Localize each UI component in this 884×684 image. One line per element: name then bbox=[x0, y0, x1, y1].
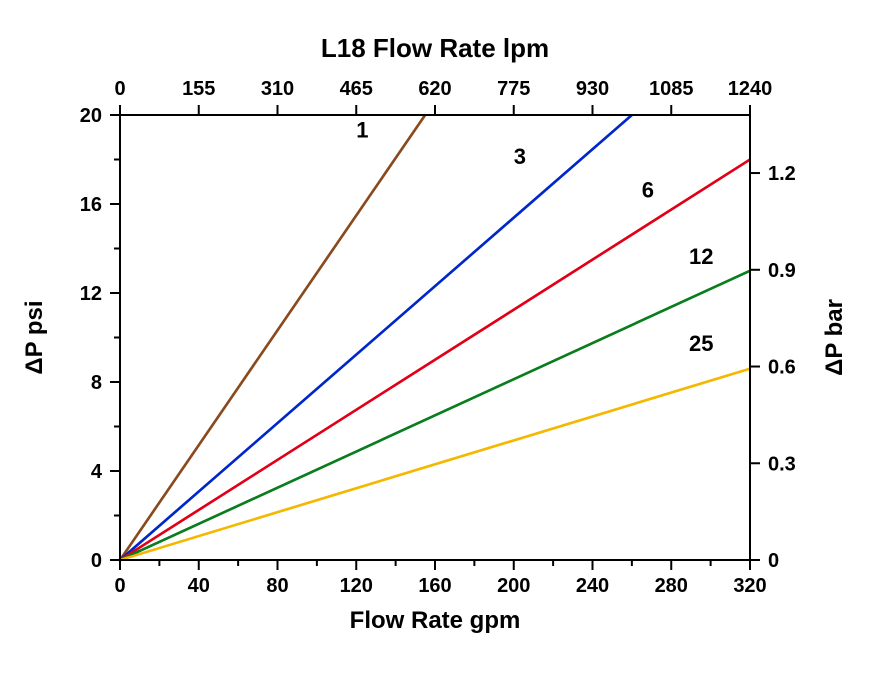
y-right-tick-label: 0.3 bbox=[768, 453, 796, 475]
x-top-tick-label: 310 bbox=[261, 78, 294, 100]
y-right-tick-label: 0.9 bbox=[768, 260, 796, 282]
x-bottom-tick-label: 160 bbox=[418, 575, 451, 597]
y-left-tick-label: 4 bbox=[91, 461, 103, 483]
x-top-tick-label: 930 bbox=[576, 78, 609, 100]
x-bottom-tick-label: 80 bbox=[266, 575, 288, 597]
y-right-title: ΔP bar bbox=[821, 299, 848, 376]
x-top-tick-label: 155 bbox=[182, 78, 215, 100]
series-label-1: 1 bbox=[356, 117, 368, 142]
x-top-tick-label: 1240 bbox=[728, 78, 773, 100]
series-label-3: 3 bbox=[514, 144, 526, 169]
series-label-12: 12 bbox=[689, 244, 713, 269]
y-right-tick-label: 1.2 bbox=[768, 163, 796, 185]
y-left-tick-label: 0 bbox=[91, 550, 102, 572]
y-right-tick-label: 0 bbox=[768, 550, 779, 572]
chart-svg: 04080120160200240280320Flow Rate gpm0155… bbox=[0, 0, 884, 684]
series-label-6: 6 bbox=[642, 177, 654, 202]
y-left-tick-label: 12 bbox=[80, 283, 102, 305]
y-right-tick-label: 0.6 bbox=[768, 357, 796, 379]
y-left-tick-label: 16 bbox=[80, 194, 102, 216]
x-top-tick-label: 775 bbox=[497, 78, 530, 100]
mask-left bbox=[0, 0, 120, 684]
y-left-tick-label: 20 bbox=[80, 105, 102, 127]
x-bottom-title: Flow Rate gpm bbox=[350, 607, 521, 634]
x-bottom-tick-label: 280 bbox=[655, 575, 688, 597]
x-top-tick-label: 1085 bbox=[649, 78, 694, 100]
x-bottom-tick-label: 320 bbox=[733, 575, 766, 597]
x-top-title: L18 Flow Rate lpm bbox=[321, 33, 549, 63]
x-bottom-tick-label: 120 bbox=[340, 575, 373, 597]
x-top-tick-label: 620 bbox=[418, 78, 451, 100]
x-bottom-tick-label: 200 bbox=[497, 575, 530, 597]
x-top-tick-label: 0 bbox=[114, 78, 125, 100]
y-left-tick-label: 8 bbox=[91, 372, 102, 394]
x-bottom-tick-label: 0 bbox=[114, 575, 125, 597]
x-top-tick-label: 465 bbox=[340, 78, 373, 100]
chart-container: 04080120160200240280320Flow Rate gpm0155… bbox=[0, 0, 884, 684]
x-bottom-tick-label: 240 bbox=[576, 575, 609, 597]
y-left-title: ΔP psi bbox=[21, 300, 48, 374]
mask-right bbox=[750, 0, 884, 684]
series-label-25: 25 bbox=[689, 331, 713, 356]
x-bottom-tick-label: 40 bbox=[188, 575, 210, 597]
